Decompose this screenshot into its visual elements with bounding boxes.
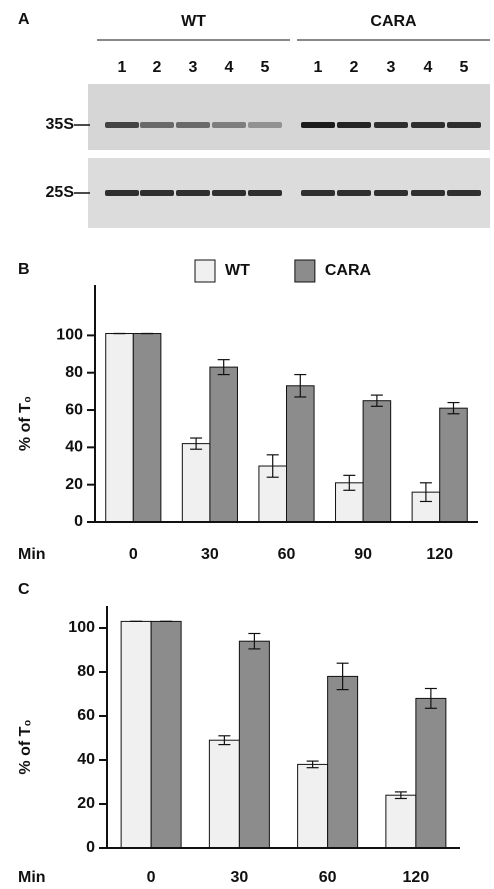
x-tick-label: 30 [230, 869, 248, 886]
gel-band [248, 122, 282, 128]
y-tick-label: 60 [77, 707, 95, 724]
gel-band [301, 190, 335, 196]
legend-label: CARA [325, 262, 372, 279]
group-label: CARA [370, 13, 417, 30]
y-axis-label: % of T₀ [17, 396, 34, 451]
lane-label: 4 [225, 59, 234, 76]
gel-band [301, 122, 335, 128]
x-tick-label: 60 [319, 869, 337, 886]
bar [287, 386, 315, 522]
y-tick-label: 60 [65, 401, 83, 418]
y-tick-label: 0 [86, 839, 95, 856]
bar [182, 444, 210, 522]
legend-swatch [195, 260, 215, 282]
gel-band [248, 190, 282, 196]
bar [440, 408, 468, 522]
x-tick-label: 0 [147, 869, 156, 886]
gel-band [212, 190, 246, 196]
group-label: WT [181, 13, 206, 30]
legend-label: WT [225, 262, 250, 279]
bar [363, 401, 391, 522]
bar [416, 698, 446, 848]
panel-label: C [18, 581, 30, 598]
bar [386, 795, 416, 848]
bar [151, 621, 181, 848]
bar [209, 740, 239, 848]
gel-band [105, 122, 139, 128]
x-tick-label: 0 [129, 546, 138, 563]
panel-label: B [18, 261, 30, 278]
panel-label: A [18, 11, 30, 28]
lane-label: 3 [387, 59, 396, 76]
gel-band [411, 122, 445, 128]
y-tick-label: 40 [65, 439, 83, 456]
y-tick-label: 0 [74, 513, 83, 530]
lane-label: 1 [314, 59, 323, 76]
x-axis-label: Min [18, 869, 46, 886]
gel-band [140, 122, 174, 128]
x-tick-label: 120 [426, 546, 453, 563]
y-tick-label: 80 [77, 663, 95, 680]
gel-band [447, 190, 481, 196]
bar [210, 367, 238, 522]
y-axis-label: % of T₀ [17, 719, 34, 774]
lane-label: 4 [424, 59, 433, 76]
gel-block [88, 84, 490, 150]
lane-label: 2 [350, 59, 359, 76]
y-tick-label: 80 [65, 364, 83, 381]
band-label: 35S [46, 116, 75, 133]
y-tick-label: 40 [77, 751, 95, 768]
bar [239, 641, 269, 848]
lane-label: 3 [189, 59, 198, 76]
gel-band [105, 190, 139, 196]
x-tick-label: 30 [201, 546, 219, 563]
gel-band [374, 190, 408, 196]
gel-band [176, 190, 210, 196]
gel-band [212, 122, 246, 128]
bar [298, 764, 328, 848]
gel-band [337, 122, 371, 128]
gel-band [140, 190, 174, 196]
x-tick-label: 120 [403, 869, 430, 886]
x-axis-label: Min [18, 546, 46, 563]
lane-label: 1 [118, 59, 127, 76]
gel-band [374, 122, 408, 128]
x-tick-label: 60 [278, 546, 296, 563]
figure: A 35S 25S WT 1 2 3 4 5 CARA 1 2 3 4 5 B % of T₀ Min 0 20… [0, 0, 494, 889]
x-tick-label: 90 [354, 546, 372, 563]
lane-label: 2 [153, 59, 162, 76]
y-tick-label: 20 [65, 476, 83, 493]
lane-label: 5 [261, 59, 270, 76]
legend-swatch [295, 260, 315, 282]
bar [328, 676, 358, 848]
gel-band [447, 122, 481, 128]
y-tick-label: 100 [68, 619, 95, 636]
band-label: 25S [46, 184, 75, 201]
gel-band [337, 190, 371, 196]
bar [106, 334, 134, 522]
bar [133, 334, 161, 522]
lane-label: 5 [460, 59, 469, 76]
y-tick-label: 20 [77, 795, 95, 812]
y-tick-label: 100 [56, 327, 83, 344]
bar [121, 621, 151, 848]
gel-band [176, 122, 210, 128]
gel-band [411, 190, 445, 196]
